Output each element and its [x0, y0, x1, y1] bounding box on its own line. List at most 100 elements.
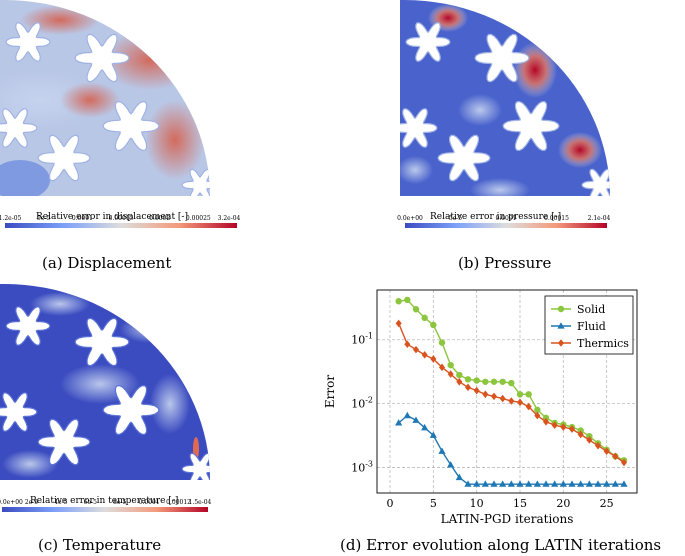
data-point: [611, 480, 619, 487]
data-point: [542, 414, 550, 422]
colorbar-title: Relative error in pressure [-]: [430, 212, 562, 222]
data-point: [534, 411, 541, 420]
colorbar-gradient: [5, 223, 237, 228]
colorbar-tick-label: 4e-5: [54, 499, 68, 506]
data-point: [447, 361, 454, 369]
data-point: [490, 378, 498, 385]
colorbar-title: Relative error in displacement [-]: [36, 212, 188, 222]
data-point: [395, 419, 403, 426]
x-tick-label: 5: [430, 497, 437, 510]
data-point: [438, 447, 446, 454]
colorbar-gradient: [405, 223, 607, 228]
data-point: [508, 379, 515, 387]
data-point: [551, 421, 558, 430]
data-point: [473, 377, 480, 384]
legend-label: Thermics: [577, 337, 629, 350]
data-point: [481, 480, 489, 487]
data-point: [577, 480, 585, 487]
data-point: [577, 427, 584, 434]
data-point: [621, 458, 627, 467]
data-point: [412, 416, 420, 423]
data-point: [525, 402, 532, 411]
caption-b: (b) Pressure: [458, 254, 552, 272]
data-point: [473, 386, 480, 395]
data-point: [421, 351, 428, 359]
colorbar-tick-label: 0.0e+00: [0, 499, 23, 506]
x-axis-label: LATIN-PGD iterations: [441, 512, 574, 526]
data-point: [447, 370, 454, 378]
series-fluid: [395, 411, 628, 487]
x-tick-label: 25: [600, 497, 614, 510]
data-point: [438, 339, 446, 346]
caption-c: (c) Temperature: [38, 536, 162, 554]
data-point: [525, 391, 532, 398]
data-point: [482, 390, 489, 399]
legend: Solid Fluid Thermics: [544, 295, 634, 355]
data-point: [577, 430, 584, 439]
colorbar-tick-label: 2.1e-04: [587, 215, 611, 222]
colorbar-tick-label: 0.00025: [185, 215, 211, 222]
x-tick-label: 20: [556, 497, 570, 510]
pressure-field-plot: [400, 0, 610, 196]
data-point: [395, 319, 402, 328]
data-point: [559, 480, 567, 487]
data-point: [404, 296, 411, 304]
legend-label: Fluid: [577, 320, 606, 333]
colorbar-displacement: Relative error in displacement [-] 1.2e-…: [0, 212, 240, 242]
data-point: [603, 480, 611, 487]
error-evolution-chart: 0 5 10 15 20 25 10-3 10-2 10-1 LATIN-PGD iteratio…: [323, 289, 638, 526]
data-point: [404, 340, 411, 349]
colorbar-tick-label: 5e-5: [448, 215, 463, 222]
data-point: [568, 480, 576, 487]
panel-temperature: Relative error in temperature [-] 0.0e+0…: [0, 284, 211, 534]
colorbar-tick-label: 0.00015: [108, 215, 134, 222]
data-point: [569, 425, 575, 433]
colorbar-gradient: [2, 507, 208, 512]
colorbar-tick-label: 8e-5: [113, 499, 127, 506]
data-point: [421, 423, 429, 431]
data-point: [533, 480, 541, 487]
data-point: [499, 480, 507, 487]
data-point: [551, 480, 559, 487]
x-tick-label: 10: [470, 497, 484, 510]
colorbar-tick-label: 0.0001: [495, 215, 517, 222]
data-point: [560, 423, 567, 431]
data-point: [585, 480, 593, 487]
colorbar-temperature: Relative error in temperature [-] 0.0e+0…: [0, 496, 211, 526]
data-point: [447, 461, 455, 468]
data-point: [558, 339, 564, 347]
data-point: [482, 378, 489, 385]
data-point: [543, 418, 549, 426]
data-point: [594, 480, 602, 487]
displacement-field-plot: [0, 0, 210, 196]
data-point: [516, 480, 524, 487]
data-point: [456, 377, 463, 386]
data-point: [473, 480, 481, 487]
data-point: [557, 305, 565, 313]
data-point: [490, 480, 498, 487]
data-point: [516, 391, 524, 398]
data-point: [508, 397, 515, 405]
series-thermics: [395, 319, 627, 467]
colorbar-tick-label: 0.00012: [166, 499, 191, 506]
colorbar-tick-label: 0.0001: [138, 499, 160, 506]
data-point: [534, 406, 541, 414]
data-point: [456, 371, 463, 379]
data-point: [464, 480, 472, 487]
data-point: [455, 473, 463, 481]
data-point: [507, 480, 515, 487]
caption-d: (d) Error evolution along LATIN iteratio…: [340, 536, 662, 554]
plot-frame: [376, 289, 638, 494]
colorbar-tick-label: 0.0001: [71, 215, 93, 222]
colorbar-tick-label: 0.0002: [149, 215, 171, 222]
data-point: [603, 447, 610, 456]
data-point: [403, 411, 411, 419]
data-point: [586, 432, 593, 440]
x-tick-label: 15: [513, 497, 527, 510]
colorbar-tick-label: 3.2e-04: [217, 215, 241, 222]
data-point: [395, 298, 402, 305]
temperature-field-plot: [0, 284, 210, 480]
data-point: [525, 480, 533, 487]
data-point: [421, 314, 428, 322]
data-point: [595, 441, 601, 450]
